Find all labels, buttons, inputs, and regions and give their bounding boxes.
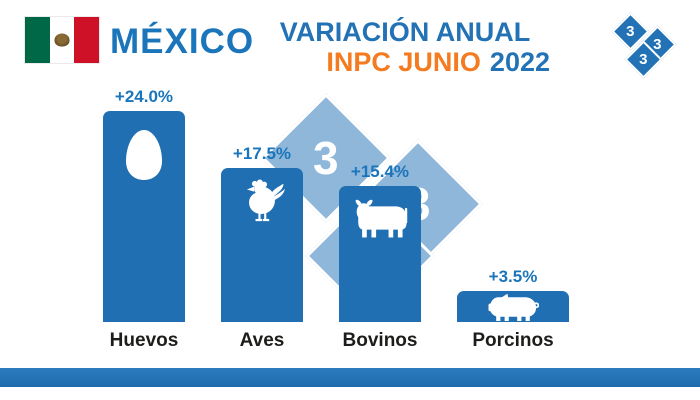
value-label-porcinos: +3.5% [488,267,538,286]
value-label-bovinos: +15.4% [350,162,410,181]
bar-column-bovinos: +15.4% Bovinos [339,80,421,352]
flag-red-stripe [74,17,100,63]
category-label-huevos: Huevos [109,330,179,351]
bar-column-huevos: +24.0% Huevos [103,80,185,352]
chart-title: VARIACIÓN ANUAL INPC JUNIO 2022 [260,17,550,77]
logo-digit: 3 [626,23,635,40]
pig-icon [488,293,539,321]
bar-column-aves: +17.5% Aves [221,80,303,352]
title-line-2: INPC JUNIO 2022 [260,47,550,77]
bar-chart: +24.0% Huevos +17.5% Aves +15.4% Bovinos +3.5%… [103,80,569,352]
value-label-huevos: +24.0% [114,87,174,106]
bar-column-porcinos: +3.5% Porcinos [457,80,569,352]
category-label-bovinos: Bovinos [342,330,418,351]
flag-eagle-emblem [54,33,70,47]
bar-huevos [103,111,185,322]
cow-icon [355,199,408,238]
egg-icon [126,130,162,180]
flag-green-stripe [25,17,50,63]
title-year: 2022 [489,47,550,78]
bar-porcinos [457,291,569,322]
logo-digit: 3 [639,51,648,68]
title-inpc: INPC JUNIO [326,47,481,78]
bar-aves [221,168,303,322]
flag-white-stripe [49,17,75,63]
footer-bar [0,368,700,387]
category-label-porcinos: Porcinos [472,330,554,351]
title-line-1: VARIACIÓN ANUAL [279,17,531,47]
country-title: MÉXICO [110,22,255,61]
mexico-flag [25,17,100,63]
pig333-logo: 3 3 3 [602,12,688,84]
value-label-aves: +17.5% [232,144,292,163]
chicken-icon [246,179,285,222]
bar-bovinos [339,186,421,322]
category-label-aves: Aves [239,330,285,351]
logo-digit: 3 [653,36,662,53]
